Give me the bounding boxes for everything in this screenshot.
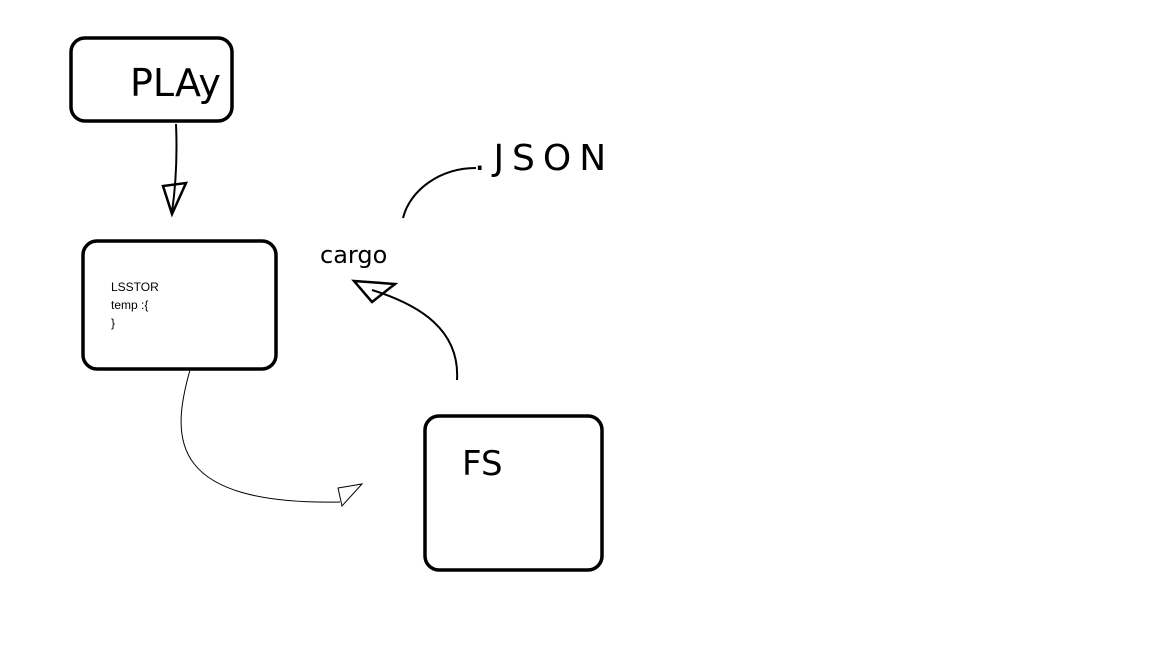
arrowhead bbox=[351, 279, 399, 304]
fs-label: FS bbox=[462, 444, 503, 484]
arrowhead bbox=[161, 181, 189, 218]
play-box bbox=[69, 36, 234, 123]
json-label: .JSON bbox=[474, 138, 614, 179]
arrow-fs-cargo bbox=[371, 289, 459, 381]
arrowhead bbox=[337, 483, 364, 508]
fs-box bbox=[423, 414, 604, 572]
arrow-play-lsstor bbox=[171, 123, 178, 213]
connector-json bbox=[402, 167, 477, 219]
lsstor-box bbox=[81, 239, 278, 371]
lsstor-line: LSSTOR bbox=[111, 280, 159, 294]
lsstor-line: temp :{ bbox=[111, 298, 148, 312]
play-label: PLAy bbox=[130, 61, 221, 105]
arrow-lsstor-out bbox=[180, 369, 341, 503]
lsstor-line: } bbox=[111, 316, 115, 330]
cargo-label: cargo bbox=[320, 241, 387, 269]
